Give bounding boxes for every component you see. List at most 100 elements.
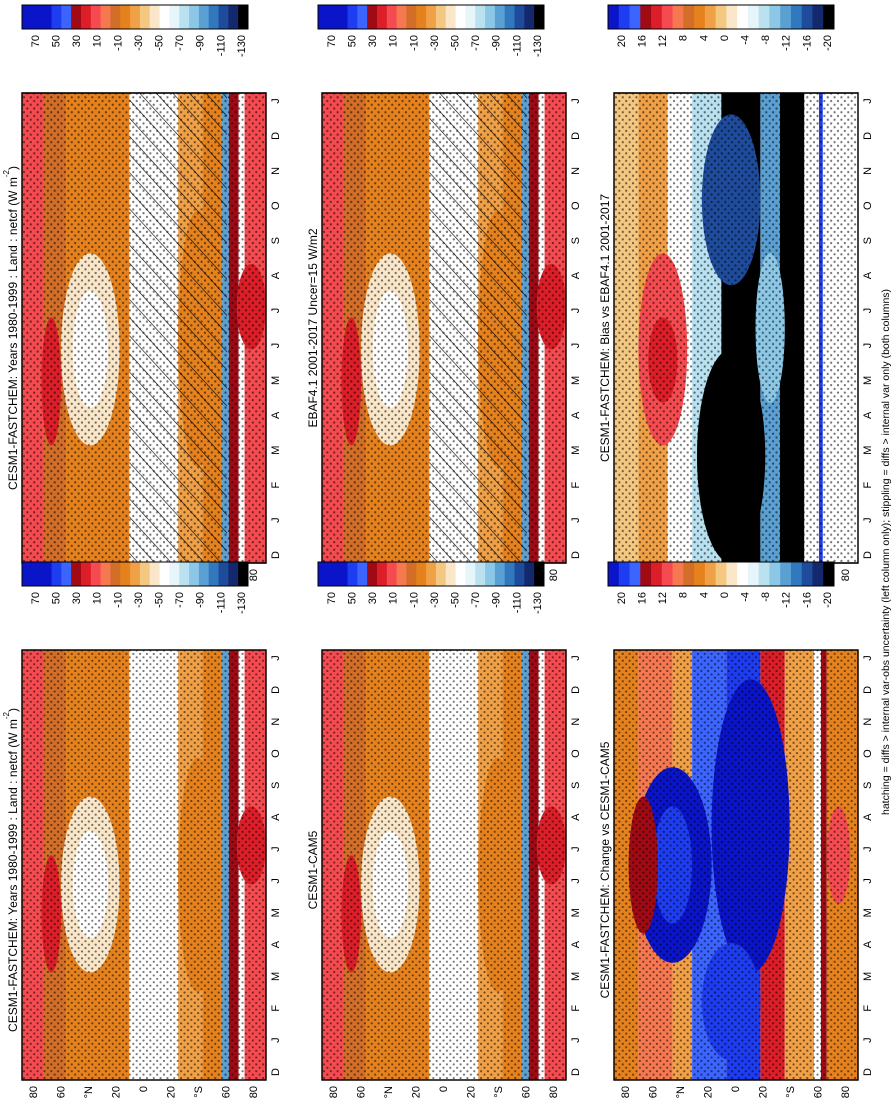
lat-tick-label: °N [675, 1086, 687, 1098]
colorbar-swatch [726, 5, 738, 29]
month-tick-label: D [862, 551, 874, 559]
month-tick-label: N [270, 718, 282, 726]
colorbar-swatch [318, 5, 329, 29]
colorbar-3: 70 50 30 10 -10 -30 -50 -70 -90 -110 -130 [317, 4, 545, 57]
month-tick-label: J [270, 517, 282, 523]
month-tick-label: O [270, 201, 282, 210]
colorbar-swatch [327, 5, 339, 29]
colorbar-tick-label: -4 [740, 592, 752, 602]
month-tick-label: J [570, 878, 582, 884]
colorbar-swatch [534, 562, 545, 586]
lat-tick-label: 60 [647, 1086, 659, 1098]
lat-tick-label: 20 [702, 1086, 714, 1098]
month-axis-5: D J F M A M J J A S O N D J [862, 98, 874, 559]
lat-tick-label: 80 [248, 569, 260, 581]
month-tick-label: F [862, 482, 874, 489]
colorbar-swatch [640, 562, 652, 586]
month-tick-label: A [270, 271, 282, 279]
month-tick-label: A [270, 940, 282, 948]
month-tick-label: M [862, 376, 874, 385]
colorbar-swatch [318, 562, 329, 586]
colorbar-swatch [435, 562, 447, 586]
lat-tick-label: 20 [165, 1086, 177, 1098]
colorbar-swatch [31, 562, 43, 586]
colorbar-tick-label: -130 [236, 35, 248, 57]
panel-6: 20 16 12 8 4 0 -4 -8 -12 -16 -20 80 60 °N 20 0 20 °S 60 80 D… [598, 561, 874, 1098]
colorbar-swatch [367, 5, 378, 29]
colorbar-tick-label: -90 [195, 35, 207, 51]
colorbar-swatch [651, 562, 663, 586]
colorbar-swatch [198, 562, 210, 586]
month-tick-label: M [570, 972, 582, 981]
lat-tick-label: 80 [620, 1086, 632, 1098]
colorbar-swatch [169, 562, 180, 586]
colorbar-tick-label: 8 [678, 592, 690, 598]
colorbar-swatch [445, 562, 457, 586]
colorbar-swatch [189, 5, 200, 29]
colorbar-tick-label: -30 [133, 35, 145, 51]
colorbar-swatch [426, 5, 437, 29]
lat-tick-label: °S [493, 1086, 505, 1098]
colorbar-swatch [51, 562, 62, 586]
month-tick-label: J [570, 1037, 582, 1043]
colorbar-tick-label: -130 [236, 592, 248, 614]
units-superscript: -2 [2, 712, 11, 720]
month-tick-label: D [270, 686, 282, 694]
lat-axis-6: 80 60 °N 20 0 20 °S 60 80 [620, 1086, 852, 1098]
colorbar-swatch [455, 5, 466, 29]
stippling-overlay [614, 93, 859, 563]
stippling-overlay [322, 93, 567, 563]
colorbar-swatch [189, 562, 200, 586]
month-axis-4: D J F M A M J J A S O N D J [570, 655, 582, 1076]
colorbar-swatch [747, 562, 760, 586]
colorbar-swatch [426, 562, 437, 586]
colorbar-swatch [71, 562, 82, 586]
panel-title-2: CESM1-FASTCHEM: Years 1980-1999 : Land :… [2, 708, 20, 1032]
colorbar-tick-label: -70 [174, 592, 186, 608]
colorbar-tick-label: -50 [154, 592, 166, 608]
lat-tick-label: 20 [465, 1086, 477, 1098]
colorbar-swatch [228, 5, 239, 29]
month-tick-label: D [862, 686, 874, 694]
month-tick-label: J [862, 1037, 874, 1043]
colorbar-swatch [130, 5, 141, 29]
colorbar-tick-label: -110 [215, 35, 227, 56]
colorbar-swatch [465, 5, 476, 29]
month-tick-label: D [570, 132, 582, 140]
colorbar-tick-label: -90 [491, 592, 503, 608]
colorbar-swatch [347, 5, 358, 29]
colorbar-swatch [435, 5, 447, 29]
month-tick-label: S [862, 782, 874, 789]
colorbar-swatch [90, 5, 102, 29]
colorbar-swatch [769, 5, 781, 29]
plot-field [614, 649, 859, 1080]
colorbar-swatch [780, 562, 792, 586]
month-tick-label: A [570, 940, 582, 948]
colorbar-tick-label: 0 [719, 592, 731, 598]
colorbar-swatch [812, 5, 824, 29]
colorbar-tick-label: 70 [30, 35, 42, 47]
lat-tick-label: 80 [328, 1086, 340, 1098]
colorbar-swatch [534, 5, 545, 29]
month-tick-label: A [862, 813, 874, 821]
colorbar-1: 70 50 30 10 -10 -30 -50 -70 -90 -110 -130 [21, 4, 249, 57]
lat-tick-label: 60 [520, 1086, 532, 1098]
colorbar-tick-label: 30 [367, 592, 379, 604]
colorbar-swatch [608, 562, 620, 586]
plot-area-4 [321, 649, 567, 1081]
colorbar-swatch [661, 562, 674, 586]
colorbar-swatch [100, 5, 111, 29]
colorbar-swatch [159, 562, 170, 586]
colorbar-swatch [130, 562, 141, 586]
colorbar-swatch [455, 562, 466, 586]
month-tick-label: M [862, 908, 874, 917]
month-tick-label: J [570, 98, 582, 104]
colorbar-swatch [524, 5, 535, 29]
plot-field [322, 93, 567, 563]
month-tick-label: F [570, 482, 582, 489]
colorbar-swatch [80, 562, 92, 586]
lat-tick-label: 20 [757, 1086, 769, 1098]
colorbar-swatch [208, 562, 220, 586]
colorbar-swatch [661, 5, 674, 29]
